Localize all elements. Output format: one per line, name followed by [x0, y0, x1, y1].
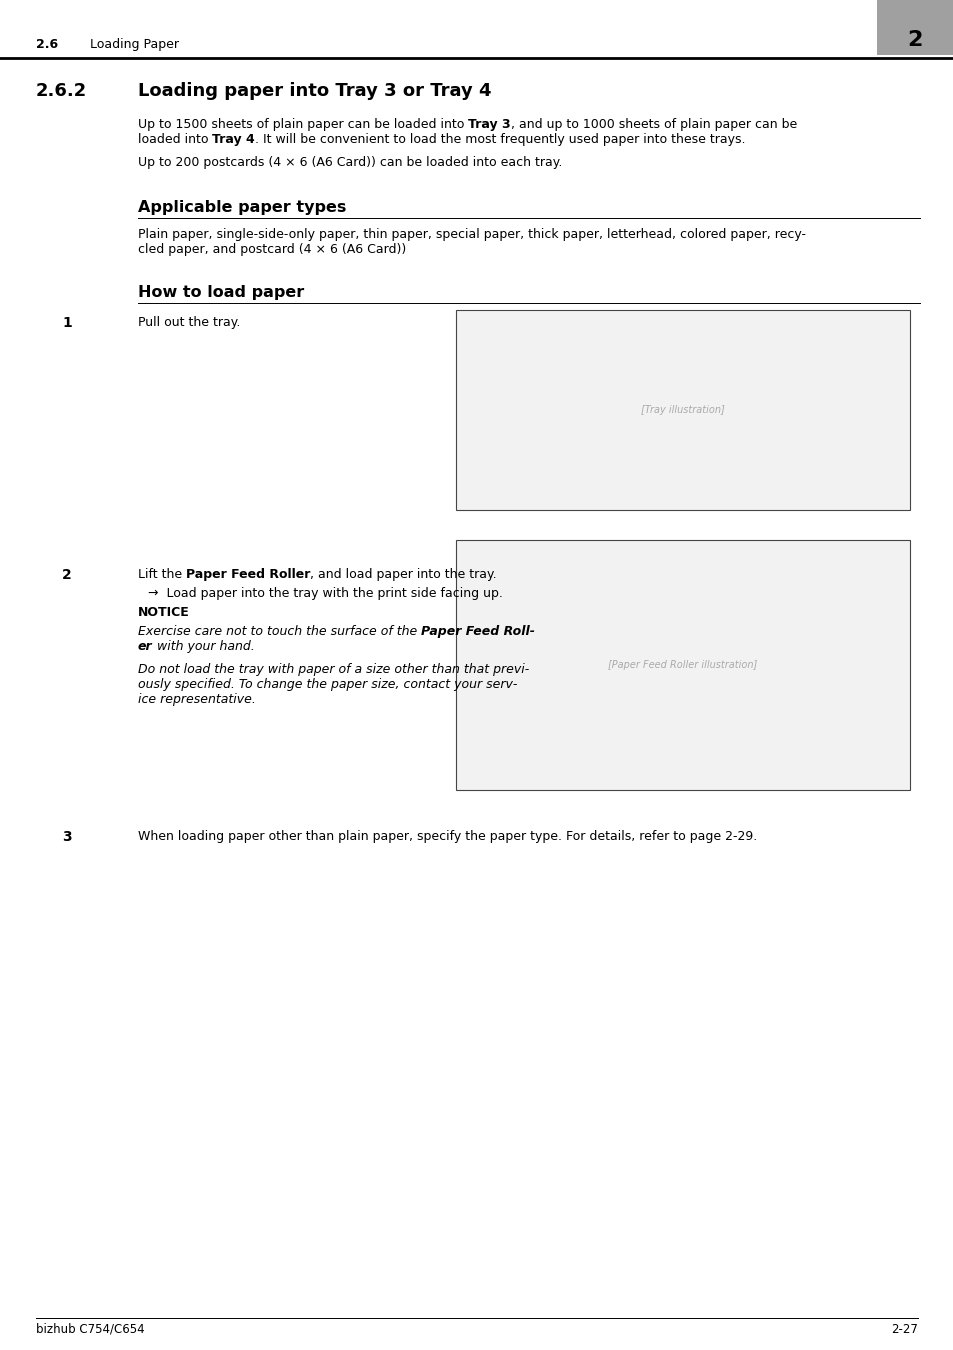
Text: Paper Feed Roller: Paper Feed Roller: [186, 568, 310, 580]
Text: 2.6.2: 2.6.2: [36, 82, 87, 100]
Text: [Paper Feed Roller illustration]: [Paper Feed Roller illustration]: [608, 660, 757, 670]
Text: Loading paper into Tray 3 or Tray 4: Loading paper into Tray 3 or Tray 4: [138, 82, 491, 100]
Text: Loading Paper: Loading Paper: [90, 38, 179, 51]
Text: . It will be convenient to load the most frequently used paper into these trays.: . It will be convenient to load the most…: [255, 134, 745, 146]
Text: →  Load paper into the tray with the print side facing up.: → Load paper into the tray with the prin…: [148, 587, 502, 599]
Text: Pull out the tray.: Pull out the tray.: [138, 316, 240, 329]
Text: Tray 4: Tray 4: [213, 134, 255, 146]
Text: Lift the: Lift the: [138, 568, 186, 580]
Text: When loading paper other than plain paper, specify the paper type. For details, : When loading paper other than plain pape…: [138, 830, 757, 842]
Text: with your hand.: with your hand.: [152, 640, 254, 653]
Text: 1: 1: [62, 316, 71, 329]
Bar: [456, 540, 909, 790]
Text: , and load paper into the tray.: , and load paper into the tray.: [310, 568, 497, 580]
Text: 2-27: 2-27: [890, 1323, 917, 1336]
Text: Plain paper, single-side-only paper, thin paper, special paper, thick paper, let: Plain paper, single-side-only paper, thi…: [138, 228, 805, 256]
Text: NOTICE: NOTICE: [138, 606, 190, 620]
Text: Tray 3: Tray 3: [468, 117, 511, 131]
Text: loaded into: loaded into: [138, 134, 213, 146]
Text: 2.6: 2.6: [36, 38, 58, 51]
Text: How to load paper: How to load paper: [138, 285, 304, 300]
Text: bizhub C754/C654: bizhub C754/C654: [36, 1323, 145, 1336]
Text: er: er: [138, 640, 152, 653]
Text: Applicable paper types: Applicable paper types: [138, 200, 346, 215]
Text: 2: 2: [906, 30, 922, 50]
Bar: [876, 0, 953, 55]
Text: , and up to 1000 sheets of plain paper can be: , and up to 1000 sheets of plain paper c…: [511, 117, 797, 131]
Text: Up to 1500 sheets of plain paper can be loaded into: Up to 1500 sheets of plain paper can be …: [138, 117, 468, 131]
Text: Do not load the tray with paper of a size other than that previ-
ously specified: Do not load the tray with paper of a siz…: [138, 663, 529, 706]
Text: 2: 2: [62, 568, 71, 582]
Text: [Tray illustration]: [Tray illustration]: [640, 405, 724, 414]
Text: Paper Feed Roll-: Paper Feed Roll-: [421, 625, 535, 639]
Bar: [456, 310, 909, 510]
Text: Exercise care not to touch the surface of the: Exercise care not to touch the surface o…: [138, 625, 421, 639]
Text: Up to 200 postcards (4 × 6 (A6 Card)) can be loaded into each tray.: Up to 200 postcards (4 × 6 (A6 Card)) ca…: [138, 157, 561, 169]
Text: 3: 3: [62, 830, 71, 844]
